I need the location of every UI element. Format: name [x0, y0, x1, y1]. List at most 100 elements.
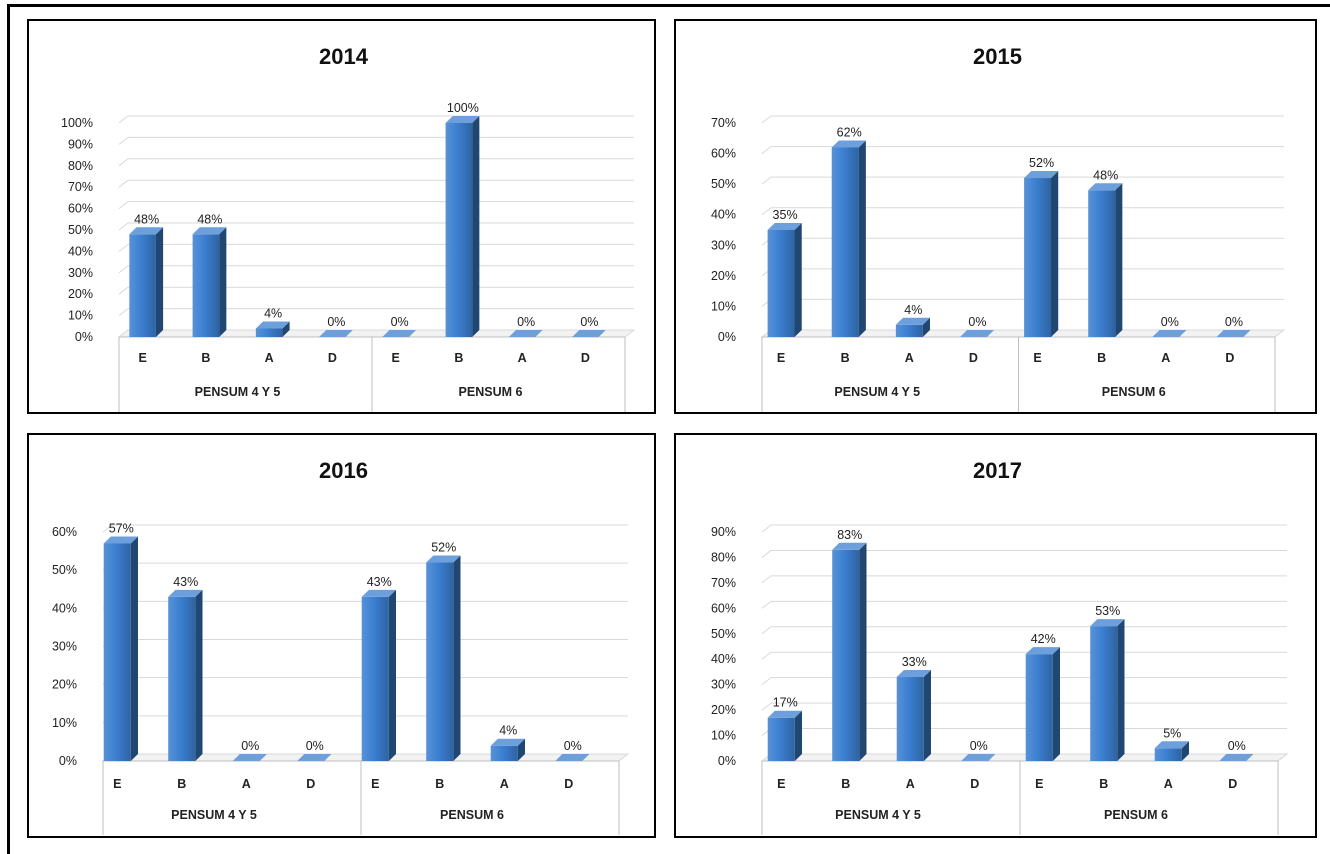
- data-label: 0%: [970, 739, 988, 753]
- x-category-label: A: [906, 777, 915, 791]
- bar-e: [361, 589, 396, 761]
- gridline-side: [118, 137, 129, 145]
- data-label: 17%: [773, 696, 798, 710]
- y-tick-label: 90%: [711, 525, 736, 539]
- bar-e: [1025, 647, 1060, 761]
- data-label: 4%: [904, 303, 922, 317]
- bar-b: [168, 589, 203, 761]
- data-label: 0%: [968, 315, 986, 329]
- gridline-side: [118, 222, 129, 231]
- gridline-side: [761, 550, 772, 558]
- bar-a: [232, 754, 267, 761]
- data-label: 0%: [517, 315, 535, 329]
- chart-title: 2014: [319, 44, 369, 69]
- chart-2017: 2017 0% 10% 20% 30% 40% 50% 60% 70% 80% 90% 17% E 83%…: [711, 458, 1289, 835]
- bar-a: [255, 321, 290, 337]
- x-category-label: E: [391, 351, 399, 365]
- bar-b: [445, 116, 480, 337]
- data-label: 5%: [1163, 726, 1181, 740]
- data-label: 35%: [773, 208, 798, 222]
- bar-a: [508, 330, 543, 337]
- bar-b: [831, 140, 866, 337]
- y-tick-label: 80%: [711, 550, 736, 564]
- x-category-label: A: [905, 351, 914, 365]
- x-category-label: D: [1225, 351, 1234, 365]
- data-label: 4%: [499, 724, 517, 738]
- y-tick-label: 90%: [68, 137, 93, 151]
- data-label: 4%: [264, 306, 282, 320]
- bar-b: [832, 542, 867, 761]
- data-label: 0%: [1161, 315, 1179, 329]
- y-tick-label: 20%: [711, 269, 736, 283]
- x-category-label: D: [328, 351, 337, 365]
- bar-b: [1090, 619, 1125, 761]
- bar-d: [1216, 330, 1251, 337]
- chart-2016-panel: 2016 0% 10% 20% 30% 40% 50% 60% 57% E 43% B 0% A 0% D 43…: [27, 433, 656, 838]
- bar-a: [490, 738, 525, 761]
- bar-d: [297, 754, 332, 761]
- x-group-label: PENSUM 4 Y 5: [195, 385, 281, 399]
- x-group-label: PENSUM 4 Y 5: [835, 808, 921, 822]
- y-tick-label: 20%: [711, 703, 736, 717]
- x-category-label: A: [518, 351, 527, 365]
- gridline-side: [761, 702, 772, 711]
- bar-d: [959, 330, 995, 337]
- x-category-label: D: [581, 351, 590, 365]
- y-tick-label: 30%: [68, 266, 93, 280]
- chart-2016: 2016 0% 10% 20% 30% 40% 50% 60% 57% E 43% B 0% A 0% D 43…: [52, 458, 630, 835]
- x-category-label: B: [177, 777, 186, 791]
- gridline-side: [118, 265, 129, 274]
- x-category-label: E: [113, 777, 121, 791]
- y-tick-label: 70%: [711, 576, 736, 590]
- x-group-label: PENSUM 4 Y 5: [834, 385, 920, 399]
- data-label: 0%: [564, 739, 582, 753]
- bar-d: [572, 330, 606, 337]
- bar-d: [319, 330, 353, 337]
- y-tick-label: 50%: [52, 563, 77, 577]
- data-label: 0%: [306, 739, 324, 753]
- gridline-side: [761, 677, 772, 686]
- chart-2015-panel: 2015 0% 10% 20% 30% 40% 50% 60% 70% 35% E 62% B 4% A 0%…: [674, 19, 1317, 414]
- x-category-label: D: [564, 777, 573, 791]
- data-label: 48%: [1093, 168, 1118, 182]
- gridline-side: [761, 651, 772, 660]
- data-label: 0%: [1225, 315, 1243, 329]
- bar-d: [961, 754, 996, 761]
- figure-frame: [7, 4, 1330, 854]
- gridline-side: [761, 626, 772, 635]
- y-tick-label: 60%: [711, 601, 736, 615]
- data-label: 0%: [391, 315, 409, 329]
- gridline-side: [761, 146, 772, 154]
- y-tick-label: 40%: [68, 244, 93, 258]
- data-label: 43%: [173, 575, 198, 589]
- y-tick-label: 0%: [59, 754, 77, 768]
- x-category-label: B: [201, 351, 210, 365]
- y-tick-label: 70%: [711, 116, 736, 130]
- y-tick-label: 40%: [52, 601, 77, 615]
- x-category-label: D: [970, 777, 979, 791]
- data-label: 43%: [367, 575, 392, 589]
- x-group-label: PENSUM 6: [440, 808, 504, 822]
- y-tick-label: 30%: [711, 678, 736, 692]
- y-tick-label: 30%: [711, 238, 736, 252]
- y-tick-label: 40%: [711, 208, 736, 222]
- data-label: 62%: [837, 125, 862, 139]
- bar-b: [426, 555, 461, 761]
- data-label: 52%: [1029, 156, 1054, 170]
- y-tick-label: 70%: [68, 180, 93, 194]
- x-category-label: E: [1035, 777, 1043, 791]
- chart-title: 2015: [973, 44, 1022, 69]
- y-tick-label: 60%: [711, 147, 736, 161]
- y-tick-label: 10%: [711, 299, 736, 313]
- gridline-side: [761, 524, 772, 533]
- chart-title: 2017: [973, 458, 1022, 483]
- gridline-side: [118, 244, 129, 252]
- x-category-label: D: [306, 777, 315, 791]
- x-category-label: B: [1097, 351, 1106, 365]
- chart-2014-panel: 2014 0% 10% 20% 30% 40% 50% 60% 70% 80% 90% 100% 48%…: [27, 19, 656, 414]
- data-label: 48%: [197, 212, 222, 226]
- data-label: 53%: [1095, 604, 1120, 618]
- x-category-label: E: [138, 351, 146, 365]
- gridline-side: [761, 176, 772, 185]
- y-tick-label: 30%: [52, 640, 77, 654]
